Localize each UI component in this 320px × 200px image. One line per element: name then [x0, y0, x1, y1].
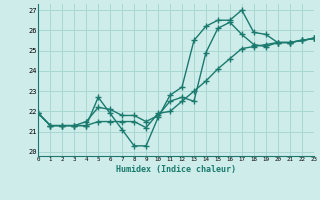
X-axis label: Humidex (Indice chaleur): Humidex (Indice chaleur): [116, 165, 236, 174]
